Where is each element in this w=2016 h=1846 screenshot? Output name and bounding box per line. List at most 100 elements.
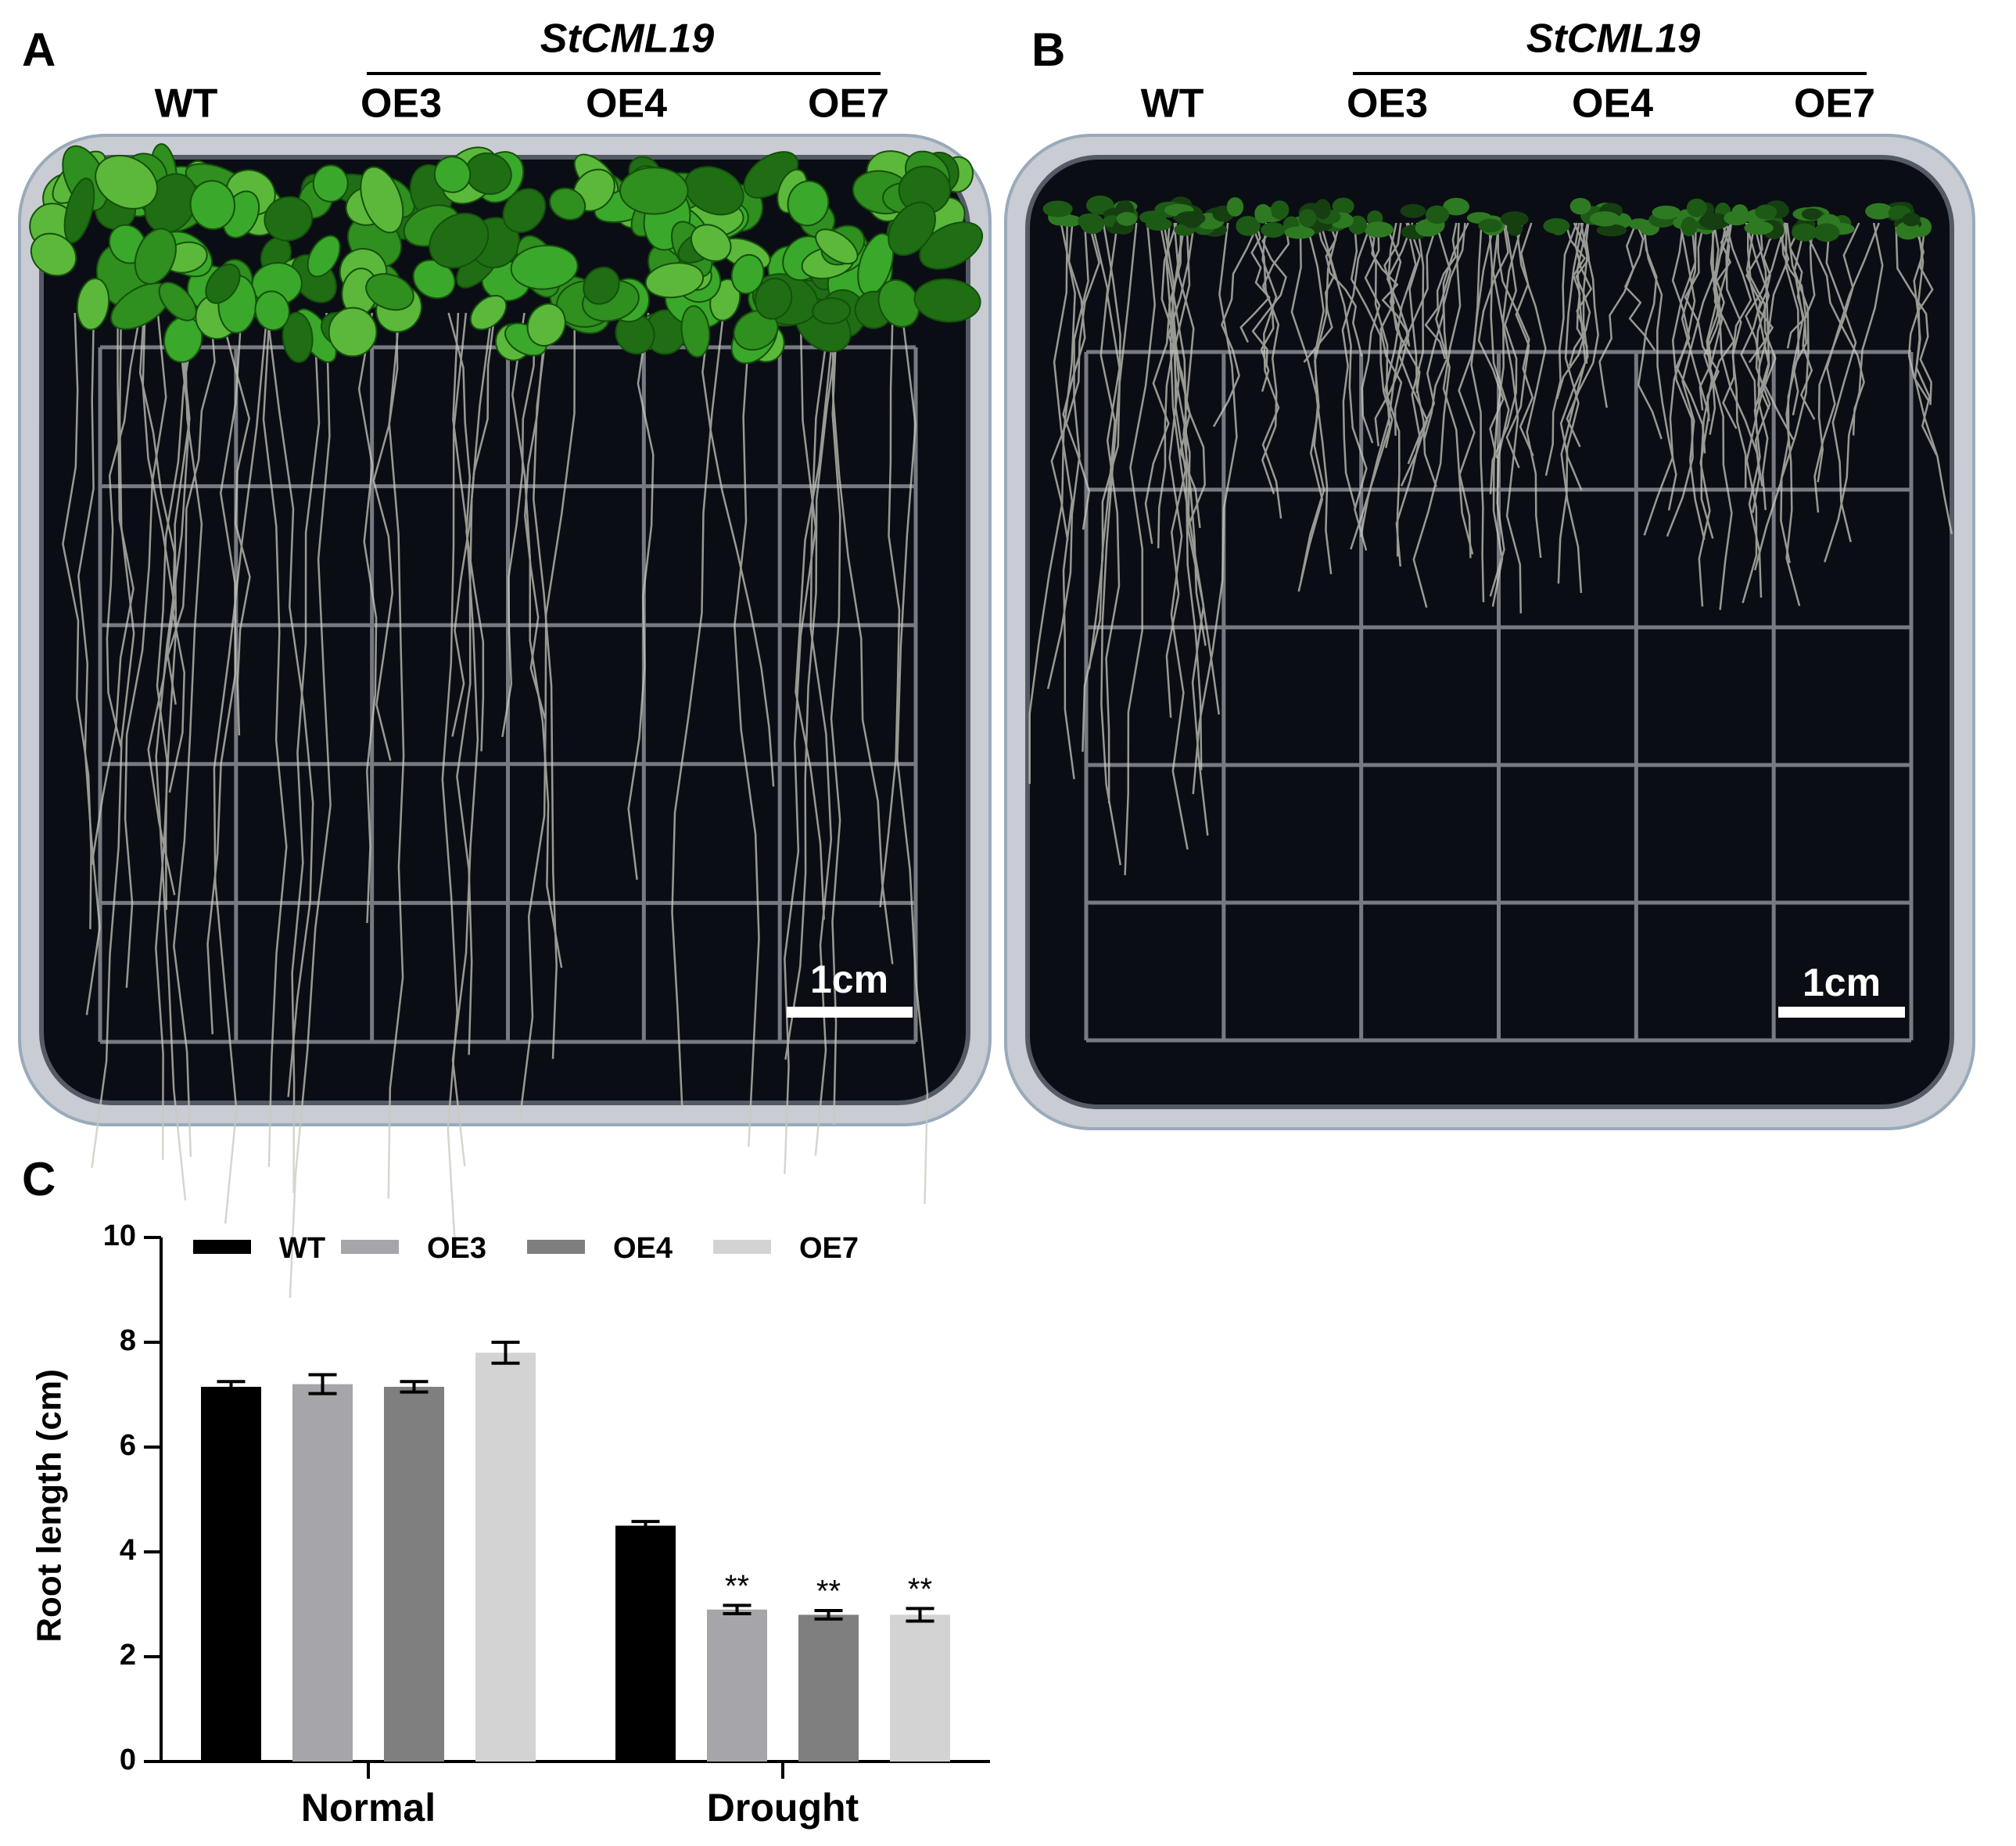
roots <box>62 312 929 1298</box>
root <box>518 312 576 1118</box>
root <box>156 312 197 910</box>
leaf <box>1116 211 1138 226</box>
root <box>1637 222 1663 440</box>
y-tick-label: 0 <box>120 1744 136 1776</box>
root <box>77 312 101 1015</box>
column-label: OE4 <box>586 81 667 127</box>
x-tick-label: Drought <box>707 1786 859 1830</box>
root <box>1781 222 1807 349</box>
root <box>1505 222 1533 469</box>
root <box>1643 222 1696 536</box>
leaf <box>680 305 711 358</box>
y-tick-label: 2 <box>120 1639 136 1672</box>
scale-bar-label: 1cm <box>810 957 888 1001</box>
leaf <box>1628 218 1650 230</box>
root <box>671 312 725 1113</box>
y-tick-label: 4 <box>120 1534 136 1567</box>
y-tick-label: 8 <box>120 1324 136 1357</box>
root <box>106 312 142 747</box>
leaf <box>469 294 508 331</box>
leaf <box>95 154 158 210</box>
leaf <box>1902 212 1921 227</box>
root <box>1167 222 1206 523</box>
panel-label: B <box>1031 23 1065 76</box>
legend-label: OE4 <box>613 1232 673 1265</box>
root <box>1305 222 1333 575</box>
legend-swatch <box>193 1240 251 1254</box>
leaf <box>360 166 404 234</box>
root <box>1212 222 1260 428</box>
root <box>451 312 497 737</box>
root <box>1319 222 1368 551</box>
leaf <box>1686 198 1707 217</box>
root <box>262 312 288 1167</box>
leaf <box>1865 203 1893 220</box>
root <box>1168 222 1189 850</box>
error-bar <box>491 1341 520 1365</box>
leaf <box>733 310 779 351</box>
leaf <box>754 278 793 320</box>
leaf <box>1681 217 1698 237</box>
legend-swatch <box>713 1240 771 1254</box>
root <box>1303 222 1336 363</box>
root <box>1358 222 1411 347</box>
plate <box>1025 155 1954 1109</box>
leaf <box>1543 217 1570 234</box>
root <box>1703 222 1725 435</box>
root <box>1261 222 1282 519</box>
root <box>1470 222 1495 602</box>
column-label: OE4 <box>1572 81 1653 127</box>
legend-swatch <box>341 1240 399 1254</box>
root <box>1160 222 1201 529</box>
leaf <box>1425 205 1450 224</box>
grid <box>98 345 918 1044</box>
root <box>501 312 536 738</box>
root <box>831 312 894 964</box>
panel-label: A <box>22 23 56 76</box>
bar <box>201 1386 261 1762</box>
root <box>173 312 203 1158</box>
root <box>1544 222 1578 476</box>
root <box>1671 222 1706 454</box>
root <box>155 312 191 1201</box>
panel-label: C <box>22 1153 56 1205</box>
root <box>1379 222 1403 436</box>
root <box>1082 222 1116 752</box>
root <box>1700 222 1718 539</box>
leaf <box>158 282 197 321</box>
root <box>138 312 185 793</box>
root <box>266 312 314 1097</box>
root <box>1641 222 1677 511</box>
root <box>1566 222 1599 447</box>
roots <box>1028 222 1953 875</box>
leaf <box>205 263 241 304</box>
root <box>1564 222 1588 364</box>
column-label: OE3 <box>1347 81 1428 127</box>
error-bar <box>723 1604 752 1616</box>
leaf <box>730 253 765 295</box>
root <box>1712 222 1735 382</box>
leaf <box>812 297 852 325</box>
bar <box>384 1386 444 1762</box>
legend-label: OE3 <box>427 1232 486 1265</box>
root <box>1062 222 1091 530</box>
leaf <box>815 228 859 265</box>
root <box>441 312 468 1246</box>
error-bar <box>906 1607 934 1623</box>
root <box>1745 222 1788 410</box>
leaf <box>1801 208 1822 221</box>
root <box>1515 222 1547 558</box>
leaf <box>549 187 587 221</box>
leaf <box>510 244 579 290</box>
root <box>1788 222 1816 420</box>
leaf <box>526 303 566 347</box>
root <box>456 312 493 1055</box>
root <box>1684 222 1720 422</box>
y-axis-label: Root length (cm) <box>30 1369 69 1643</box>
root <box>447 312 485 752</box>
leaf <box>1236 215 1261 236</box>
error-bar <box>814 1609 843 1621</box>
leaf <box>30 232 77 277</box>
root <box>1477 222 1509 458</box>
